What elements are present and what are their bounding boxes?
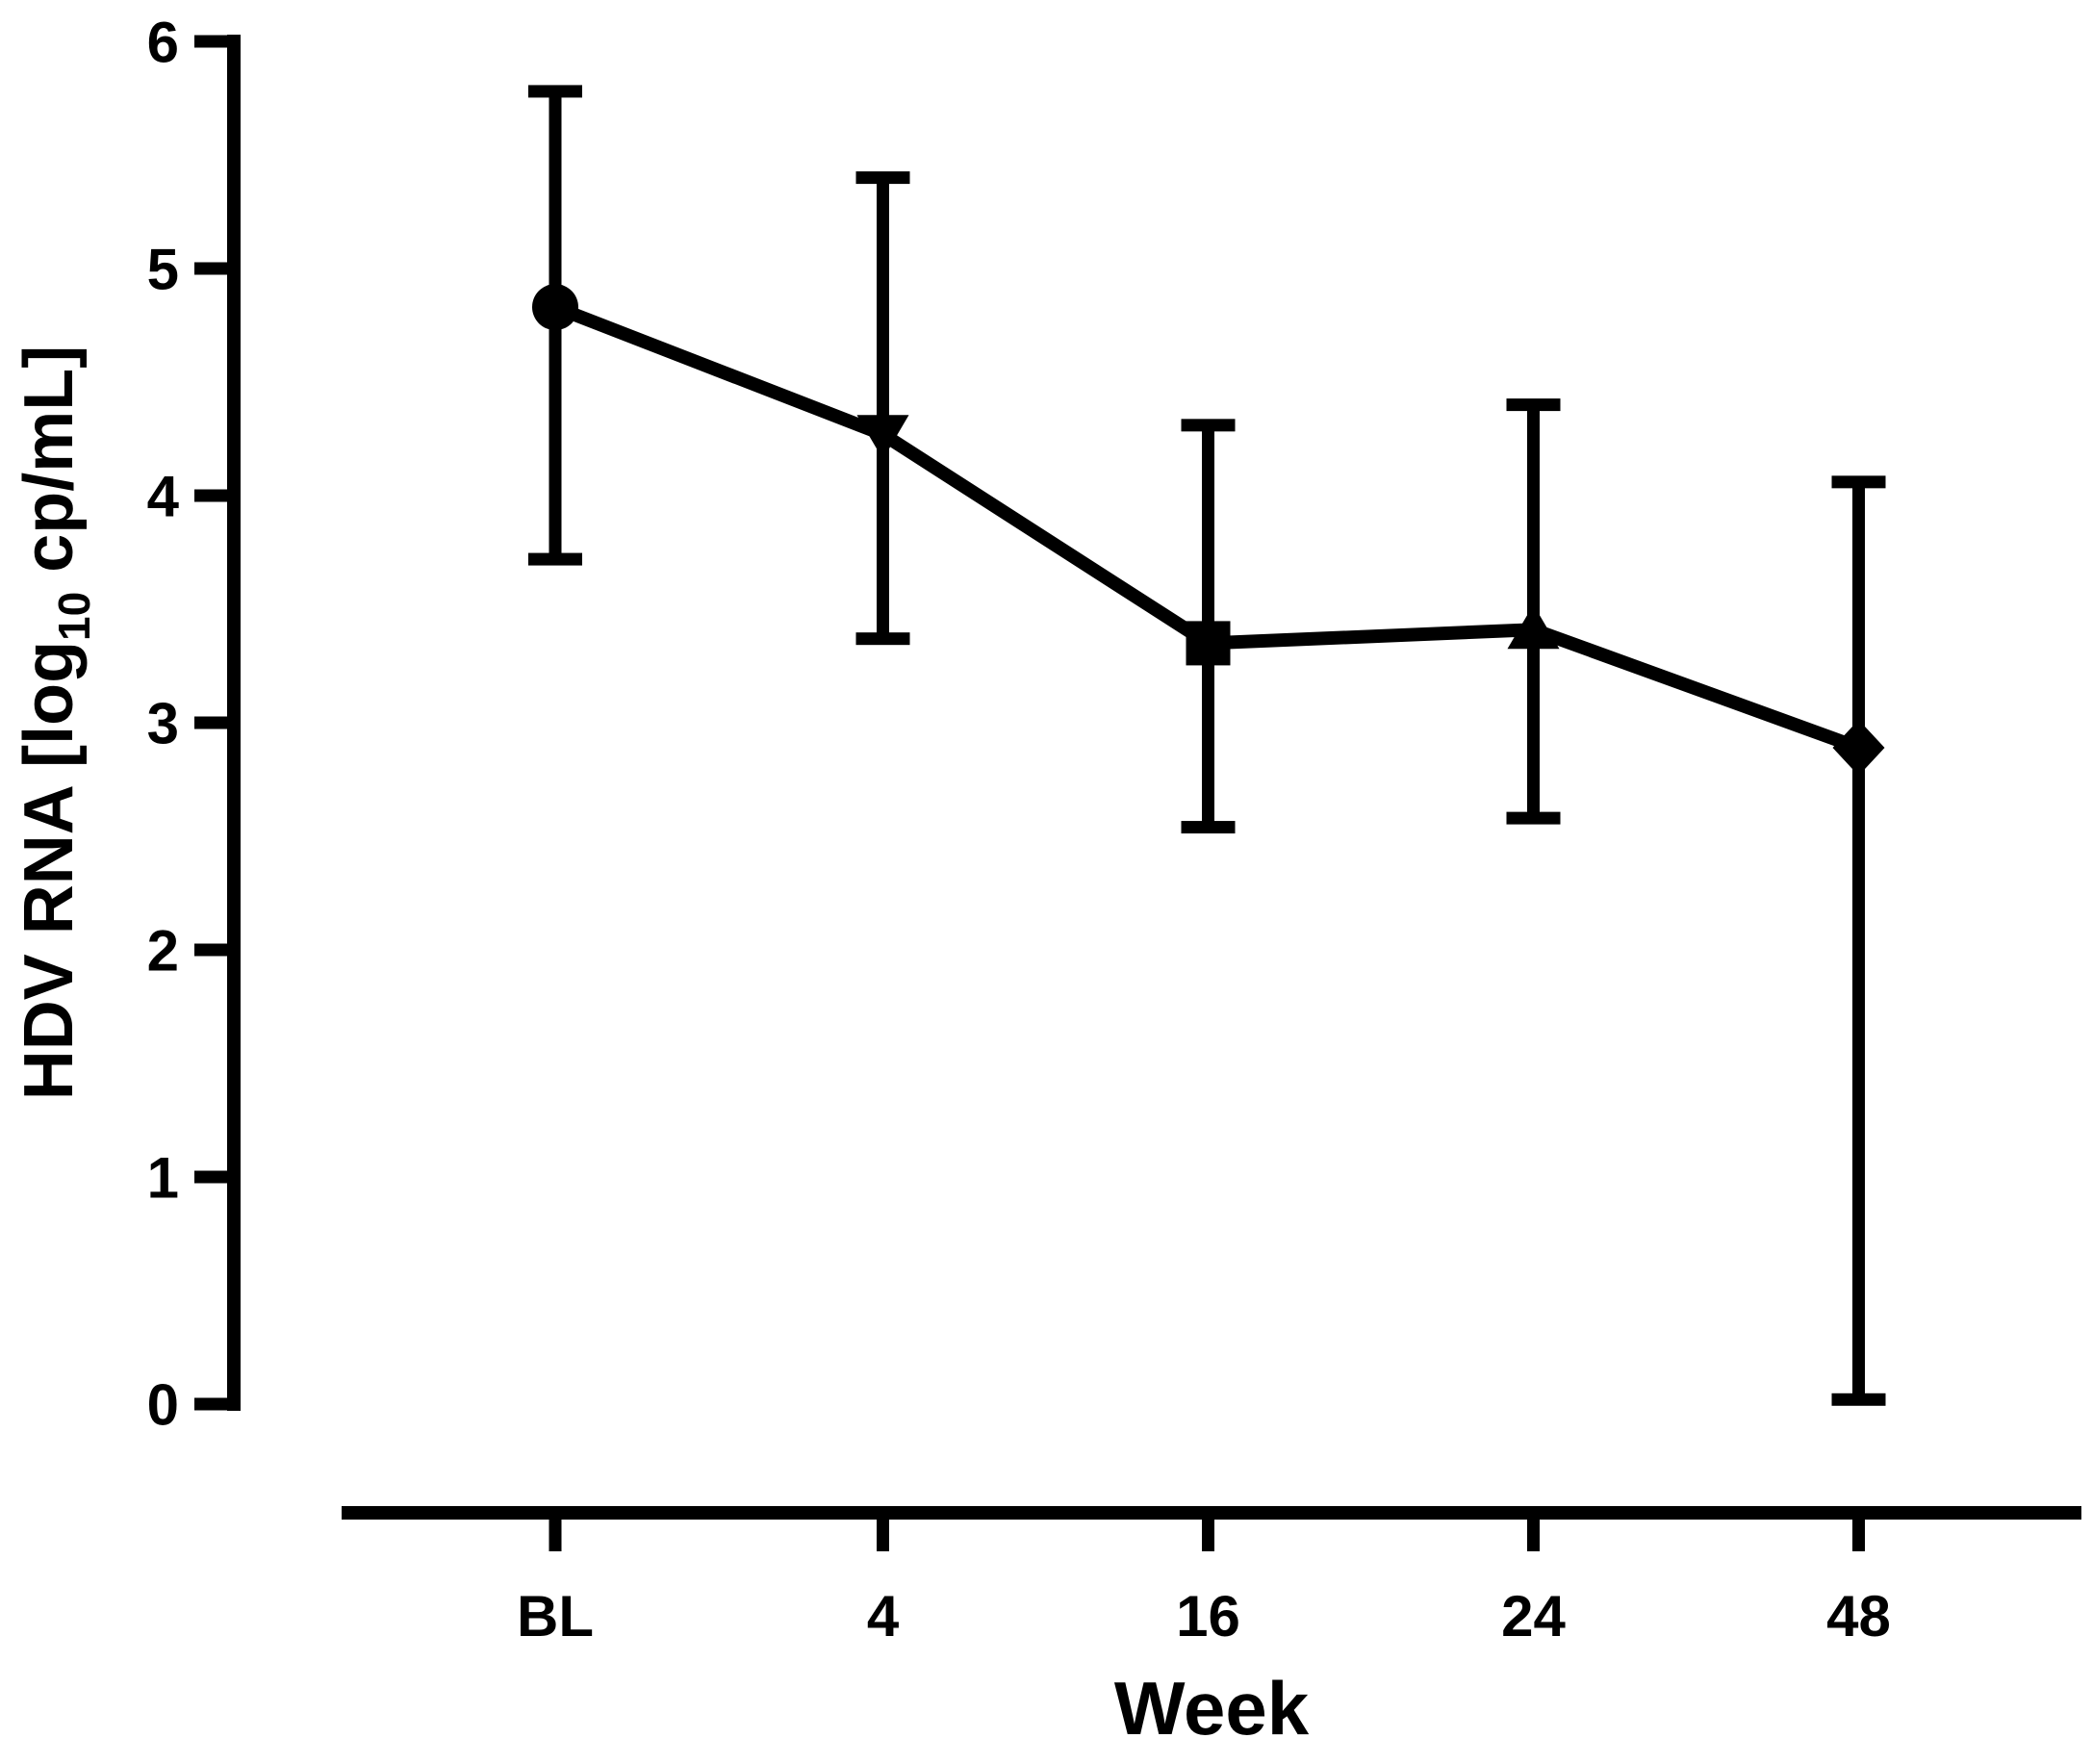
y-axis-tick-label-1: 1 (147, 1146, 179, 1211)
y-axis-tick-label-4: 4 (147, 465, 180, 529)
x-axis-title: Week (1114, 1666, 1310, 1751)
error-bar-cap-top-BL (528, 85, 582, 98)
y-axis-tick-6 (194, 35, 227, 48)
y-axis-tick-label-2: 2 (147, 919, 179, 984)
error-bar-4 (877, 177, 889, 639)
data-point-BL-circle-marker (532, 284, 578, 331)
y-axis-tick-0 (194, 1397, 227, 1411)
y-axis-tick-label-0: 0 (147, 1373, 179, 1438)
error-bar-cap-bottom-4 (855, 632, 910, 646)
x-axis-tick-label-4: 4 (867, 1584, 900, 1649)
y-axis-tick-label-6: 6 (147, 11, 179, 75)
data-point-16-square-marker (1186, 621, 1231, 666)
y-axis-tick-2 (194, 943, 227, 957)
y-axis-tick-label-5: 5 (147, 238, 179, 302)
x-axis-tick-48 (1852, 1520, 1865, 1551)
x-axis-tick-24 (1527, 1520, 1540, 1551)
y-axis-tick-3 (194, 716, 227, 729)
error-bar-cap-top-16 (1181, 419, 1236, 432)
data-point-4-triangle-down-marker (856, 415, 909, 460)
error-bar-cap-bottom-BL (528, 552, 582, 566)
y-axis-line (227, 35, 241, 1411)
error-bar-cap-top-24 (1506, 398, 1561, 412)
x-axis-tick-BL (549, 1520, 562, 1551)
y-axis-tick-1 (194, 1170, 227, 1184)
error-bar-cap-bottom-16 (1181, 821, 1236, 834)
y-axis-tick-label-3: 3 (147, 692, 179, 756)
data-point-48-diamond-marker (1832, 719, 1885, 776)
error-bar-cap-bottom-24 (1506, 811, 1561, 825)
y-axis-tick-4 (194, 489, 227, 502)
x-axis-line (342, 1506, 2081, 1520)
x-axis-tick-label-BL: BL (517, 1584, 594, 1649)
y-axis-tick-5 (194, 262, 227, 275)
x-axis-tick-label-16: 16 (1176, 1584, 1240, 1649)
x-axis-tick-label-24: 24 (1501, 1584, 1566, 1649)
y-axis-title: HDV RNA [log10 cp/mL] (11, 345, 99, 1100)
data-point-24-triangle-up-marker (1507, 604, 1560, 650)
x-axis-tick-16 (1202, 1520, 1214, 1551)
error-bar-cap-top-4 (855, 171, 910, 185)
error-bar-cap-bottom-48 (1831, 1393, 1886, 1406)
x-axis-tick-label-48: 48 (1826, 1584, 1891, 1649)
error-bar-cap-top-48 (1831, 475, 1886, 489)
error-bar-48 (1852, 481, 1865, 1400)
x-axis-tick-4 (877, 1520, 889, 1551)
